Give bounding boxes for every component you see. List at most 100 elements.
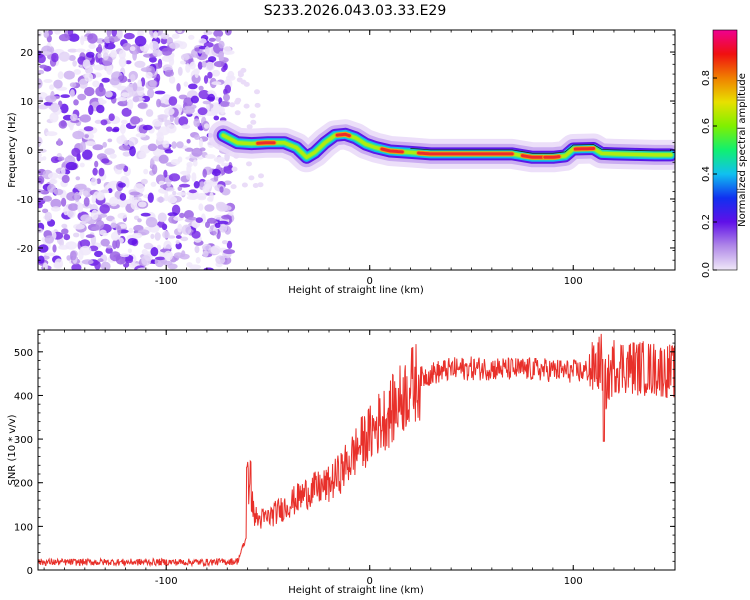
noise-speckle-region bbox=[38, 30, 264, 270]
noise-speckle bbox=[227, 70, 235, 79]
noise-speckle bbox=[163, 240, 172, 251]
spectrogram-xlabel: Height of straight line (km) bbox=[288, 285, 424, 296]
noise-speckle bbox=[221, 162, 229, 167]
noise-speckle bbox=[166, 181, 172, 187]
noise-speckle bbox=[82, 190, 89, 196]
noise-speckle bbox=[66, 210, 74, 218]
noise-speckle bbox=[63, 206, 69, 216]
noise-speckle bbox=[149, 40, 160, 51]
noise-speckle bbox=[129, 146, 136, 157]
noise-speckle bbox=[130, 74, 136, 82]
noise-speckle bbox=[207, 90, 216, 96]
noise-speckle bbox=[66, 255, 72, 261]
snr-xtick-label: 100 bbox=[564, 576, 583, 587]
noise-speckle bbox=[215, 35, 221, 42]
noise-speckle bbox=[88, 104, 94, 116]
noise-speckle bbox=[161, 47, 173, 56]
noise-halo bbox=[234, 110, 241, 116]
noise-speckle bbox=[93, 64, 105, 71]
noise-speckle bbox=[174, 116, 181, 126]
noise-speckle bbox=[74, 183, 87, 190]
noise-speckle bbox=[58, 51, 70, 62]
snr-xlabel: Height of straight line (km) bbox=[288, 585, 424, 596]
noise-speckle bbox=[142, 124, 153, 131]
noise-speckle bbox=[71, 147, 81, 157]
noise-speckle bbox=[154, 232, 161, 241]
noise-speckle bbox=[120, 253, 130, 258]
noise-speckle bbox=[42, 208, 49, 214]
noise-speckle bbox=[105, 247, 113, 254]
noise-speckle bbox=[158, 154, 169, 164]
noise-speckle bbox=[101, 77, 110, 83]
noise-speckle bbox=[109, 153, 117, 159]
noise-speckle bbox=[38, 156, 44, 162]
noise-halo bbox=[243, 103, 250, 109]
noise-speckle bbox=[70, 113, 78, 122]
noise-speckle bbox=[79, 114, 92, 123]
noise-speckle bbox=[78, 78, 88, 89]
noise-speckle bbox=[137, 30, 144, 38]
noise-speckle bbox=[204, 183, 211, 188]
noise-speckle bbox=[83, 197, 90, 207]
noise-speckle bbox=[60, 103, 69, 114]
noise-speckle bbox=[75, 48, 86, 53]
noise-speckle bbox=[163, 169, 168, 178]
noise-halo bbox=[252, 183, 259, 188]
noise-speckle bbox=[145, 217, 158, 228]
noise-speckle bbox=[109, 196, 119, 207]
noise-speckle bbox=[168, 56, 175, 66]
noise-speckle bbox=[168, 96, 178, 106]
noise-speckle bbox=[177, 30, 183, 34]
colorbar-ticks: 0.0 0.2 0.4 0.6 0.8 bbox=[701, 29, 738, 278]
noise-speckle bbox=[38, 54, 46, 64]
noise-speckle bbox=[132, 50, 138, 61]
noise-speckle bbox=[47, 184, 56, 193]
noise-speckle bbox=[212, 69, 220, 77]
noise-speckle bbox=[86, 51, 95, 58]
noise-speckle bbox=[137, 102, 147, 109]
noise-speckle bbox=[113, 126, 120, 132]
noise-speckle bbox=[180, 60, 186, 65]
noise-speckle bbox=[72, 130, 85, 140]
noise-speckle bbox=[206, 61, 214, 71]
noise-halo bbox=[250, 119, 257, 125]
noise-speckle bbox=[143, 168, 149, 175]
noise-speckle bbox=[213, 30, 224, 38]
noise-speckle bbox=[70, 250, 77, 261]
noise-speckle bbox=[110, 222, 117, 229]
noise-speckle bbox=[127, 238, 138, 246]
noise-speckle bbox=[194, 69, 199, 78]
noise-speckle bbox=[164, 107, 175, 116]
noise-speckle bbox=[198, 89, 210, 100]
noise-speckle bbox=[104, 148, 115, 155]
noise-speckle bbox=[202, 168, 207, 178]
noise-speckle bbox=[61, 223, 68, 229]
noise-speckle bbox=[92, 144, 104, 151]
noise-speckle bbox=[183, 97, 194, 107]
colorbar-tick-label: 0.0 bbox=[701, 262, 712, 278]
noise-speckle bbox=[69, 82, 77, 88]
noise-speckle bbox=[118, 224, 128, 229]
noise-speckle bbox=[51, 52, 59, 63]
noise-speckle bbox=[88, 43, 96, 49]
noise-speckle bbox=[100, 189, 110, 194]
noise-speckle bbox=[156, 73, 161, 83]
noise-speckle bbox=[115, 164, 125, 170]
noise-halo bbox=[248, 175, 255, 181]
noise-speckle bbox=[63, 70, 75, 80]
noise-speckle bbox=[132, 82, 138, 92]
noise-speckle bbox=[79, 141, 86, 152]
noise-speckle bbox=[122, 151, 131, 157]
colorbar-frame bbox=[712, 29, 738, 271]
noise-speckle bbox=[96, 104, 105, 114]
noise-speckle bbox=[83, 126, 94, 132]
noise-speckle bbox=[210, 230, 217, 236]
noise-speckle bbox=[57, 71, 64, 80]
noise-speckle bbox=[152, 49, 163, 57]
noise-speckle bbox=[97, 97, 104, 103]
noise-speckle bbox=[38, 189, 45, 194]
noise-speckle bbox=[116, 30, 123, 39]
noise-speckle bbox=[43, 79, 53, 83]
noise-halo bbox=[231, 166, 238, 172]
noise-speckle bbox=[109, 77, 120, 86]
